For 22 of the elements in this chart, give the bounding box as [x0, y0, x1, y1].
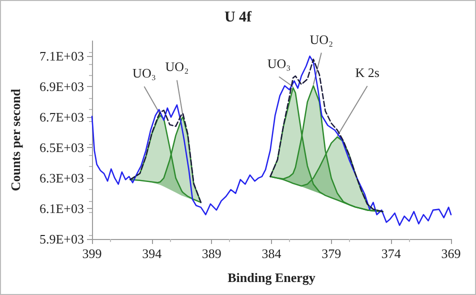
x-tick-label: 374 — [381, 246, 402, 261]
annotation: UO₂ — [165, 59, 189, 74]
x-tick-label: 399 — [82, 246, 102, 261]
x-tick-label: 394 — [142, 246, 162, 261]
y-tick-label: 5.9E+03 — [39, 232, 84, 246]
x-tick-label: 379 — [322, 246, 342, 261]
x-tick-label: 369 — [441, 246, 461, 261]
annotation: K 2s — [355, 64, 380, 80]
y-tick-label: 6.9E+03 — [39, 79, 84, 94]
y-tick-label: 6.3E+03 — [39, 170, 84, 186]
x-tick-label: 389 — [202, 246, 222, 261]
annotation: UO₂ — [310, 32, 334, 47]
annotation: UO₃ — [267, 56, 291, 71]
annotation: UO₃ — [132, 65, 156, 80]
y-tick-label: 6.1E+03 — [39, 201, 84, 216]
x-tick-label: 384 — [262, 246, 282, 261]
chart-title: U 4f — [224, 10, 253, 26]
y-tick-label: 7.1E+03 — [39, 48, 84, 64]
y-axis-title: Counts per second — [8, 88, 23, 192]
x-axis-title: Binding Energy — [228, 270, 316, 285]
y-tick-label: 6.7E+03 — [39, 110, 84, 125]
y-tick-label: 6.5E+03 — [39, 140, 84, 156]
